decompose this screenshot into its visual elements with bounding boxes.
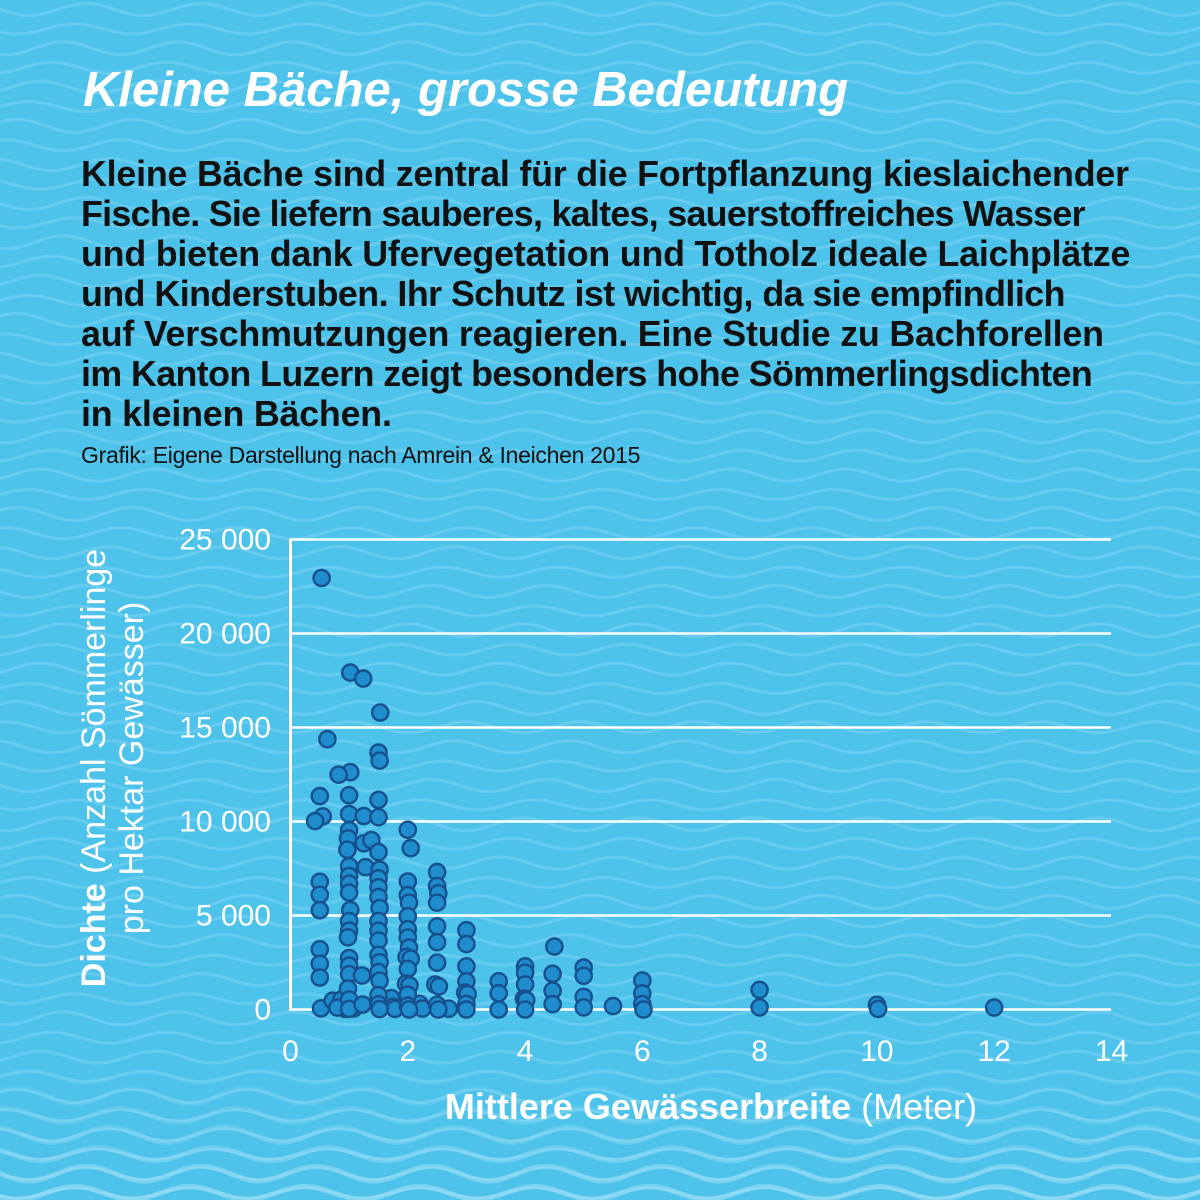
svg-text:5 000: 5 000 <box>196 900 271 933</box>
svg-text:10 000: 10 000 <box>179 806 271 839</box>
svg-text:10: 10 <box>860 1035 893 1068</box>
svg-text:14: 14 <box>1095 1035 1128 1068</box>
svg-text:25 000: 25 000 <box>179 524 271 557</box>
svg-text:4: 4 <box>517 1035 534 1068</box>
svg-text:12: 12 <box>978 1035 1011 1068</box>
svg-text:Mittlere Gewässerbreite (Meter: Mittlere Gewässerbreite (Meter) <box>445 1086 977 1127</box>
svg-text:6: 6 <box>634 1035 651 1068</box>
svg-text:0: 0 <box>282 1035 299 1068</box>
svg-text:20 000: 20 000 <box>179 618 271 651</box>
svg-text:2: 2 <box>399 1035 416 1068</box>
svg-text:0: 0 <box>254 994 271 1027</box>
svg-text:8: 8 <box>751 1035 768 1068</box>
svg-text:pro Hektar Gewässer): pro Hektar Gewässer) <box>113 602 151 935</box>
svg-text:Dichte (Anzahl Sömmerlinge: Dichte (Anzahl Sömmerlinge <box>75 549 113 987</box>
svg-text:15 000: 15 000 <box>179 712 271 745</box>
